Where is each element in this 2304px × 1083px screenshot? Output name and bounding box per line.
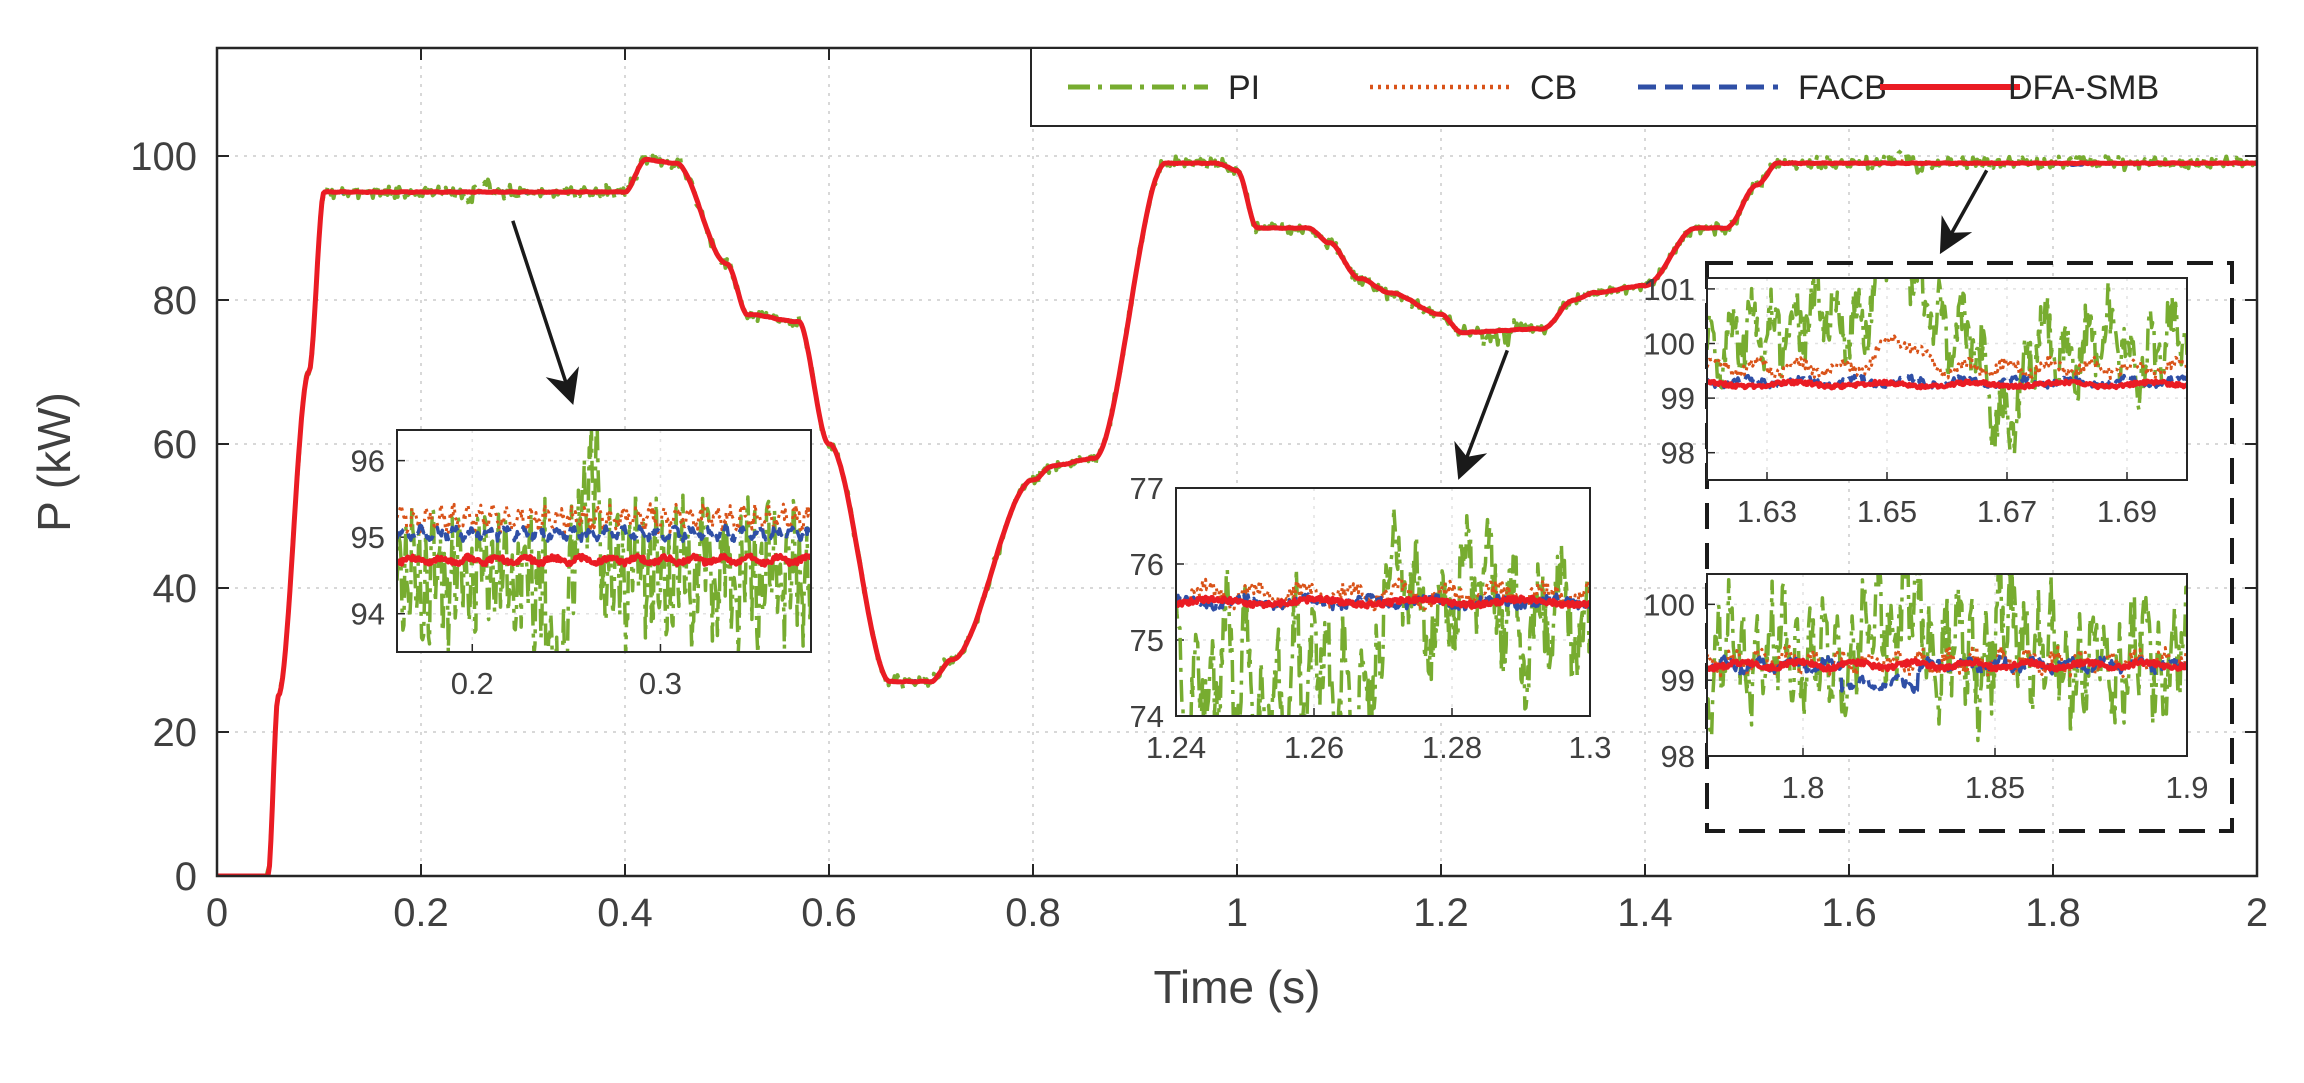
inset-series-inset3b — [1707, 574, 2187, 743]
y-tick-label-0: 0 — [175, 855, 197, 899]
legend-label-dfa-smb: DFA-SMB — [2008, 69, 2159, 107]
inset-frame-inset2 — [1175, 487, 1591, 717]
x-tick-label-6: 1.2 — [1413, 891, 1469, 935]
zoom-arrows — [511, 169, 1989, 480]
zoom-arrow-inset3b — [1939, 169, 1989, 255]
inset-y-tick-label-inset2-2: 76 — [1130, 547, 1164, 582]
x-tick-label-10: 2 — [2246, 891, 2268, 935]
inset-line-inset3a-dfa-smb — [1707, 378, 2187, 391]
legend-label-cb: CB — [1530, 69, 1577, 107]
x-tick-label-3: 0.6 — [801, 891, 857, 935]
inset-line-inset3b-pi — [1707, 574, 2187, 743]
x-tick-label-4: 0.8 — [1005, 891, 1061, 935]
inset-y-tick-label-inset3a-1: 99 — [1661, 381, 1695, 416]
inset-y-tick-label-inset1-0: 94 — [351, 597, 385, 632]
inset-y-tick-label-inset3a-3: 101 — [1643, 272, 1695, 307]
inset-x-tick-label-inset2-0: 1.24 — [1146, 730, 1206, 765]
x-tick-label-9: 1.8 — [2025, 891, 2081, 935]
inset-inset2: 1.24 1.26 1.28 1.3 74 75 76 77 — [1130, 471, 1612, 765]
inset-line-inset2-dfa-smb — [1176, 594, 1590, 610]
main-series-group — [217, 148, 2257, 876]
x-tick-label-7: 1.4 — [1617, 891, 1673, 935]
inset-x-tick-label-inset3b-0: 1.8 — [1781, 770, 1824, 805]
inset-line-inset2-cb — [1176, 577, 1590, 612]
inset-y-tick-label-inset1-1: 95 — [351, 520, 385, 555]
y-tick-label-1: 20 — [153, 711, 198, 755]
inset-y-tick-label-inset3b-2: 100 — [1643, 587, 1695, 622]
inset-y-tick-label-inset3a-0: 98 — [1661, 436, 1695, 471]
inset-inset3b: 1.8 1.85 1.9 98 99 100 — [1643, 573, 2209, 805]
inset-x-tick-label-inset3a-3: 1.69 — [2097, 494, 2157, 529]
inset-inset3a: 1.63 1.65 1.67 1.69 98 99 100 101 — [1643, 272, 2188, 529]
inset-series-inset3a — [1707, 278, 2187, 457]
legend-label-facb: FACB — [1798, 69, 1887, 107]
zoom-arrow-inset2 — [1454, 349, 1509, 480]
inset-line-inset1-facb — [397, 523, 811, 543]
inset-line-inset2-pi — [1176, 505, 1590, 716]
inset-x-tick-label-inset2-1: 1.26 — [1284, 730, 1344, 765]
legend: PI CB FACB DFA-SMB — [1030, 47, 2258, 127]
x-tick-label-0: 0 — [206, 891, 228, 935]
inset-x-tick-label-inset1-0: 0.2 — [451, 666, 494, 701]
y-tick-label-3: 60 — [153, 423, 198, 467]
inset-frame-inset1 — [396, 429, 812, 653]
inset-frame-inset3b — [1706, 573, 2188, 757]
y-tick-label-4: 80 — [153, 279, 198, 323]
inset-x-tick-label-inset3b-1: 1.85 — [1965, 770, 2025, 805]
inset-x-tick-label-inset3a-2: 1.67 — [1977, 494, 2037, 529]
inset-x-tick-label-inset1-1: 0.3 — [639, 666, 682, 701]
series-line-dfa-smb — [217, 156, 2257, 876]
x-tick-label-1: 0.2 — [393, 891, 449, 935]
x-tick-label-8: 1.6 — [1821, 891, 1877, 935]
inset-x-tick-label-inset2-3: 1.3 — [1568, 730, 1611, 765]
inset-y-tick-label-inset3a-2: 100 — [1643, 327, 1695, 362]
y-tick-label-5: 100 — [130, 135, 197, 179]
inset-background-inset3a — [1707, 278, 2187, 480]
x-axis-label: Time (s) — [1154, 961, 1321, 1013]
inset-line-inset1-dfa-smb — [397, 552, 811, 568]
inset-line-inset3b-dfa-smb — [1707, 657, 2187, 673]
inset-inset1: 0.2 0.3 94 95 96 — [351, 429, 812, 701]
inset-series-inset1 — [397, 430, 811, 652]
zoom-arrow-inset1 — [511, 220, 579, 405]
y-axis-label: P (kW) — [28, 392, 80, 532]
inset-line-inset3a-pi — [1707, 278, 2187, 457]
legend-label-pi: PI — [1228, 69, 1260, 107]
x-tick-label-2: 0.4 — [597, 891, 653, 935]
inset-y-tick-label-inset2-1: 75 — [1130, 623, 1164, 658]
zoom-group-dashed-box — [1705, 261, 2234, 833]
inset-y-tick-label-inset3b-1: 99 — [1661, 663, 1695, 698]
inset-y-tick-label-inset3b-0: 98 — [1661, 739, 1695, 774]
inset-y-tick-label-inset2-3: 77 — [1130, 471, 1164, 506]
inset-x-tick-label-inset2-2: 1.28 — [1422, 730, 1482, 765]
x-tick-label-5: 1 — [1226, 891, 1248, 935]
inset-x-tick-label-inset3b-2: 1.9 — [2165, 770, 2208, 805]
inset-y-tick-label-inset2-0: 74 — [1130, 699, 1164, 734]
inset-x-tick-label-inset3a-0: 1.63 — [1737, 494, 1797, 529]
inset-line-inset3a-cb — [1707, 333, 2187, 381]
y-tick-label-2: 40 — [153, 567, 198, 611]
inset-series-inset2 — [1176, 505, 1590, 716]
inset-frame-inset3a — [1706, 277, 2188, 481]
inset-x-tick-label-inset3a-1: 1.65 — [1857, 494, 1917, 529]
inset-y-tick-label-inset1-2: 96 — [351, 444, 385, 479]
